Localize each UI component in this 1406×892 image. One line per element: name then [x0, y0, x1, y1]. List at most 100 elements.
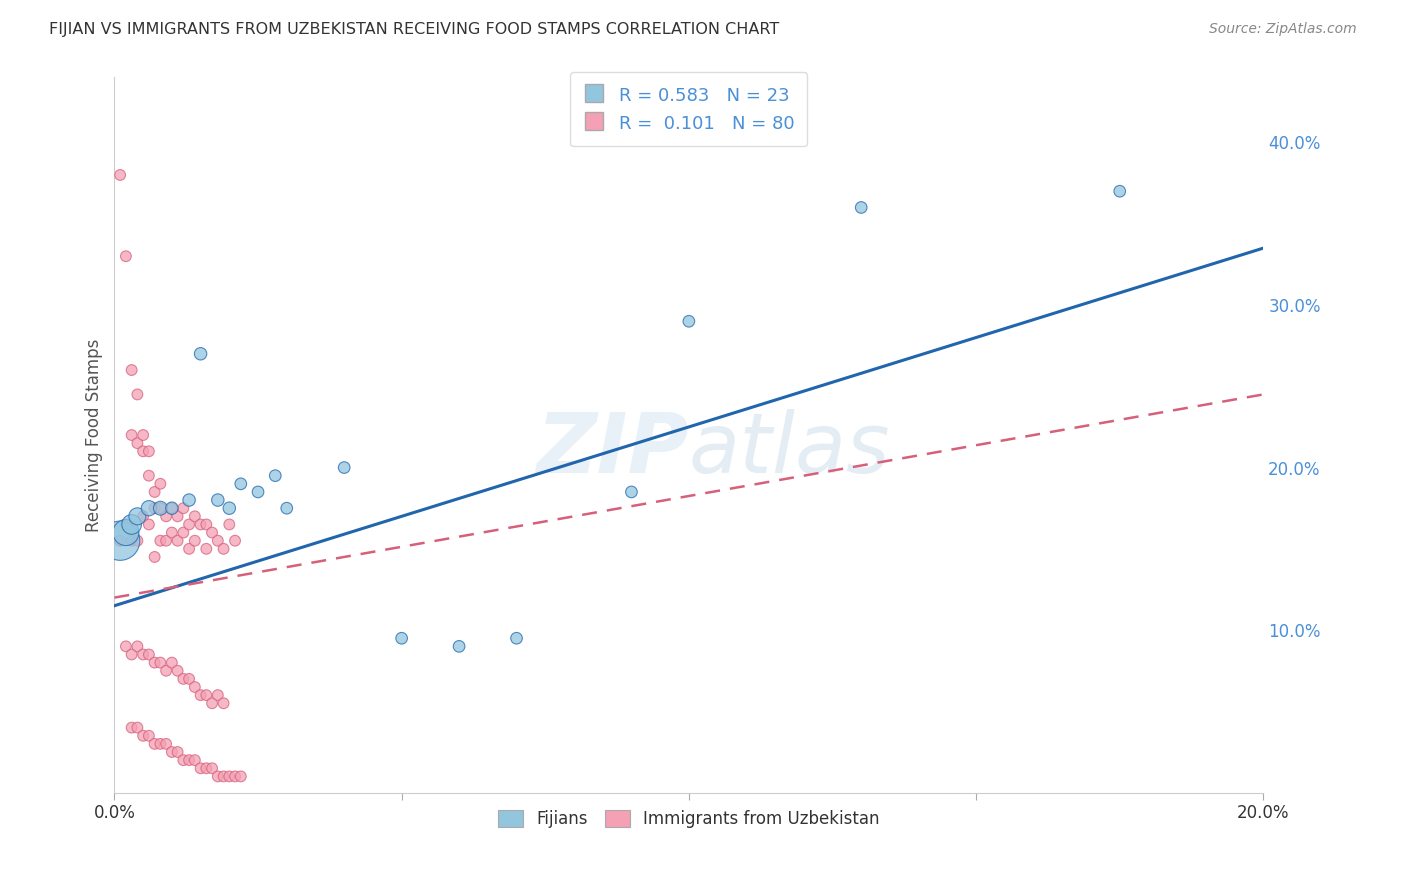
Point — [121, 428, 143, 442]
Point — [160, 525, 183, 540]
Point — [132, 444, 155, 458]
Point — [201, 761, 224, 775]
Point — [138, 517, 160, 532]
Point — [678, 314, 700, 328]
Point — [177, 493, 200, 508]
Point — [149, 737, 172, 751]
Point — [149, 476, 172, 491]
Point — [264, 468, 287, 483]
Point — [620, 485, 643, 500]
Point — [333, 460, 356, 475]
Text: FIJIAN VS IMMIGRANTS FROM UZBEKISTAN RECEIVING FOOD STAMPS CORRELATION CHART: FIJIAN VS IMMIGRANTS FROM UZBEKISTAN REC… — [49, 22, 779, 37]
Point — [143, 549, 166, 564]
Point — [207, 769, 229, 783]
Point — [143, 501, 166, 516]
Point — [138, 468, 160, 483]
Point — [115, 525, 138, 540]
Point — [218, 517, 240, 532]
Point — [155, 664, 177, 678]
Point — [172, 525, 194, 540]
Point — [177, 753, 200, 767]
Point — [108, 168, 131, 182]
Point — [115, 249, 138, 263]
Point — [138, 444, 160, 458]
Point — [391, 632, 413, 646]
Point — [155, 737, 177, 751]
Point — [505, 632, 527, 646]
Point — [190, 347, 212, 361]
Point — [155, 509, 177, 524]
Point — [160, 501, 183, 516]
Point — [127, 387, 149, 401]
Y-axis label: Receiving Food Stamps: Receiving Food Stamps — [86, 338, 103, 532]
Point — [166, 745, 188, 759]
Text: atlas: atlas — [689, 409, 890, 490]
Point — [166, 533, 188, 548]
Point — [207, 688, 229, 702]
Point — [247, 485, 270, 500]
Point — [127, 509, 149, 524]
Point — [160, 745, 183, 759]
Point — [195, 541, 218, 556]
Point — [218, 501, 240, 516]
Point — [108, 533, 131, 548]
Point — [212, 541, 235, 556]
Point — [851, 201, 873, 215]
Point — [127, 721, 149, 735]
Point — [127, 533, 149, 548]
Point — [149, 533, 172, 548]
Point — [121, 517, 143, 532]
Point — [195, 517, 218, 532]
Point — [160, 656, 183, 670]
Point — [172, 753, 194, 767]
Point — [166, 509, 188, 524]
Point — [149, 656, 172, 670]
Point — [207, 493, 229, 508]
Point — [276, 501, 298, 516]
Point — [201, 525, 224, 540]
Point — [177, 541, 200, 556]
Point — [127, 436, 149, 450]
Point — [212, 769, 235, 783]
Point — [149, 501, 172, 516]
Text: Source: ZipAtlas.com: Source: ZipAtlas.com — [1209, 22, 1357, 37]
Point — [155, 533, 177, 548]
Point — [172, 501, 194, 516]
Point — [132, 729, 155, 743]
Point — [132, 428, 155, 442]
Point — [143, 737, 166, 751]
Point — [229, 476, 252, 491]
Point — [1108, 184, 1130, 198]
Point — [143, 485, 166, 500]
Point — [184, 680, 207, 694]
Point — [190, 761, 212, 775]
Point — [166, 664, 188, 678]
Point — [218, 769, 240, 783]
Point — [149, 501, 172, 516]
Legend: Fijians, Immigrants from Uzbekistan: Fijians, Immigrants from Uzbekistan — [492, 803, 886, 834]
Point — [115, 517, 138, 532]
Point — [184, 753, 207, 767]
Point — [449, 640, 471, 654]
Point — [229, 769, 252, 783]
Point — [138, 648, 160, 662]
Point — [143, 656, 166, 670]
Point — [132, 509, 155, 524]
Point — [184, 533, 207, 548]
Point — [121, 721, 143, 735]
Point — [177, 517, 200, 532]
Point — [190, 517, 212, 532]
Text: ZIP: ZIP — [536, 409, 689, 490]
Point — [108, 533, 131, 548]
Point — [177, 672, 200, 686]
Point — [138, 729, 160, 743]
Point — [201, 696, 224, 710]
Point — [127, 640, 149, 654]
Point — [172, 672, 194, 686]
Point — [224, 533, 246, 548]
Point — [121, 363, 143, 377]
Point — [138, 501, 160, 516]
Point — [224, 769, 246, 783]
Point — [195, 688, 218, 702]
Point — [184, 509, 207, 524]
